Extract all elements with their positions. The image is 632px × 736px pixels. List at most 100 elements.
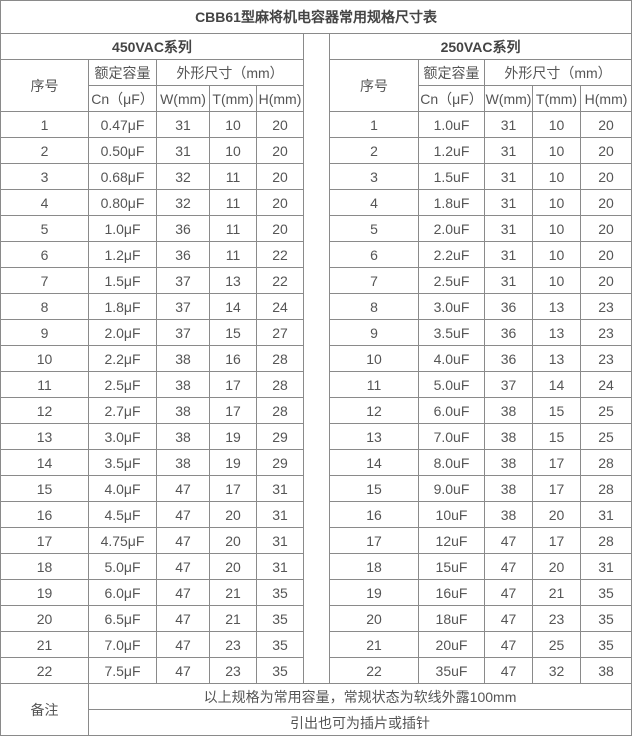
cell-width: 47 <box>484 553 533 580</box>
cell-index: 4 <box>329 189 419 216</box>
table-row: 17 4.75μF 47 20 31 17 12uF 47 17 28 <box>0 527 632 554</box>
cell-thickness: 10 <box>532 137 581 164</box>
header-dimensions: 外形尺寸（mm） <box>483 59 632 86</box>
header-index: 序号 <box>329 59 419 112</box>
cell-height: 20 <box>579 137 632 164</box>
cell-thickness: 10 <box>532 215 581 242</box>
cell-height: 28 <box>256 345 304 372</box>
cell-height: 29 <box>256 449 304 476</box>
cell-thickness: 17 <box>209 475 257 502</box>
cell-height: 28 <box>256 397 304 424</box>
cell-capacity: 4.0μF <box>88 475 157 502</box>
cell-thickness: 17 <box>532 527 581 554</box>
series-250vac: 250VAC系列 <box>328 33 632 60</box>
cell-capacity: 2.2μF <box>88 345 157 372</box>
cell-index: 19 <box>0 579 89 606</box>
cell-width: 47 <box>156 553 210 580</box>
cell-capacity: 8.0uF <box>418 449 485 476</box>
cell-width: 47 <box>156 657 210 684</box>
cell-height: 28 <box>256 371 304 398</box>
cell-index: 3 <box>329 163 419 190</box>
cell-thickness: 17 <box>532 475 581 502</box>
cell-index: 13 <box>0 423 89 450</box>
cell-height: 35 <box>256 631 304 658</box>
cell-index: 8 <box>0 293 89 320</box>
cell-thickness: 23 <box>209 657 257 684</box>
cell-width: 47 <box>484 657 533 684</box>
cell-thickness: 20 <box>209 553 257 580</box>
cell-width: 47 <box>484 579 533 606</box>
cell-capacity: 1.2μF <box>88 241 157 268</box>
cell-thickness: 11 <box>209 215 257 242</box>
cell-capacity: 1.5μF <box>88 267 157 294</box>
cell-thickness: 15 <box>209 319 257 346</box>
cell-capacity: 5.0μF <box>88 553 157 580</box>
cell-thickness: 17 <box>209 371 257 398</box>
table-row: 19 6.0μF 47 21 35 19 16uF 47 21 35 <box>0 579 632 606</box>
cell-capacity: 15uF <box>418 553 485 580</box>
cell-thickness: 21 <box>209 605 257 632</box>
cell-index: 19 <box>329 579 419 606</box>
cell-height: 29 <box>256 423 304 450</box>
cell-capacity: 16uF <box>418 579 485 606</box>
cell-height: 20 <box>579 163 632 190</box>
cell-capacity: 1.2uF <box>418 137 485 164</box>
cell-width: 47 <box>484 631 533 658</box>
cell-index: 13 <box>329 423 419 450</box>
cell-index: 12 <box>0 397 89 424</box>
cell-thickness: 13 <box>532 319 581 346</box>
cell-capacity: 2.2uF <box>418 241 485 268</box>
cell-index: 7 <box>329 267 419 294</box>
table-row: 18 5.0μF 47 20 31 18 15uF 47 20 31 <box>0 553 632 580</box>
cell-capacity: 10uF <box>418 501 485 528</box>
cell-capacity: 0.47μF <box>88 111 157 138</box>
header-w: W(mm) <box>484 85 533 112</box>
cell-height: 22 <box>256 267 304 294</box>
cell-capacity: 12uF <box>418 527 485 554</box>
cell-width: 38 <box>156 449 210 476</box>
cell-height: 20 <box>256 163 304 190</box>
cell-index: 5 <box>329 215 419 242</box>
cell-width: 37 <box>156 319 210 346</box>
cell-index: 22 <box>329 657 419 684</box>
cell-capacity: 4.0uF <box>418 345 485 372</box>
cell-width: 47 <box>156 605 210 632</box>
cell-width: 32 <box>156 163 210 190</box>
cell-thickness: 23 <box>209 631 257 658</box>
cell-height: 20 <box>579 189 632 216</box>
cell-index: 6 <box>0 241 89 268</box>
cell-width: 38 <box>484 475 533 502</box>
cell-capacity: 1.5uF <box>418 163 485 190</box>
cell-thickness: 11 <box>209 241 257 268</box>
cell-thickness: 23 <box>532 605 581 632</box>
cell-capacity: 6.5μF <box>88 605 157 632</box>
cell-thickness: 17 <box>532 449 581 476</box>
cell-width: 47 <box>156 475 210 502</box>
cell-index: 18 <box>329 553 419 580</box>
cell-height: 23 <box>579 345 632 372</box>
cell-height: 31 <box>256 527 304 554</box>
cell-capacity: 0.80μF <box>88 189 157 216</box>
cell-index: 18 <box>0 553 89 580</box>
cell-thickness: 10 <box>532 189 581 216</box>
cell-width: 32 <box>156 189 210 216</box>
cell-thickness: 10 <box>209 111 257 138</box>
cell-capacity: 2.0uF <box>418 215 485 242</box>
cell-width: 31 <box>156 111 210 138</box>
cell-width: 38 <box>484 397 533 424</box>
cell-index: 1 <box>329 111 419 138</box>
table-row: 10 2.2μF 38 16 28 10 4.0uF 36 13 23 <box>0 345 632 372</box>
cell-width: 31 <box>484 137 533 164</box>
note-line: 引出也可为插片或插针 <box>87 709 632 736</box>
cell-thickness: 10 <box>532 267 581 294</box>
cell-height: 31 <box>256 553 304 580</box>
cell-thickness: 13 <box>532 345 581 372</box>
cell-height: 24 <box>579 371 632 398</box>
series-450vac: 450VAC系列 <box>0 33 304 60</box>
cell-thickness: 14 <box>532 371 581 398</box>
cell-height: 38 <box>579 657 632 684</box>
cell-capacity: 2.5uF <box>418 267 485 294</box>
cell-capacity: 20uF <box>418 631 485 658</box>
cell-capacity: 9.0uF <box>418 475 485 502</box>
cell-index: 17 <box>329 527 419 554</box>
